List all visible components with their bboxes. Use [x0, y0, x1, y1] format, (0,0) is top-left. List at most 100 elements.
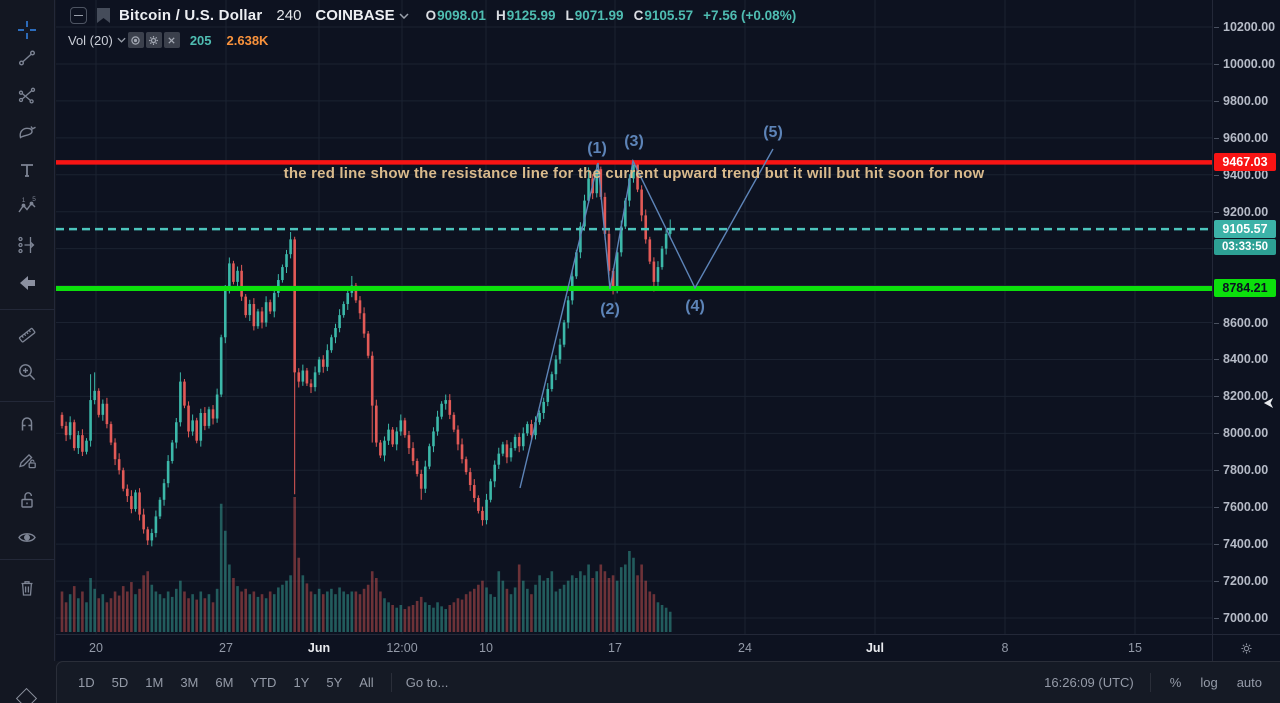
wave-label-4[interactable]: (4) — [685, 298, 705, 315]
range-button-1m[interactable]: 1M — [145, 675, 164, 690]
symbol-name[interactable]: Bitcoin / U.S. Dollar — [119, 7, 263, 24]
price-tick-label: 7400.00 — [1213, 537, 1269, 552]
range-button-5y[interactable]: 5Y — [326, 675, 343, 690]
wave-label-1[interactable]: (1) — [587, 140, 607, 157]
exchange-name[interactable]: COINBASE — [315, 7, 395, 24]
bar-countdown-label: 03:33:50 — [1214, 238, 1276, 255]
lock-drawings-icon[interactable] — [0, 483, 54, 517]
price-tick-label: 8600.00 — [1213, 315, 1269, 330]
range-button-3m[interactable]: 3M — [180, 675, 199, 690]
price-tick-label: 10000.00 — [1213, 56, 1276, 71]
goto-button[interactable]: Go to... — [405, 675, 449, 690]
drawing-mode-lock-icon[interactable] — [0, 443, 54, 477]
indicator-ma-value: 205 — [189, 32, 212, 48]
indicator-visibility-icon[interactable] — [127, 32, 144, 48]
time-tick-label[interactable]: 20 — [89, 641, 103, 655]
forecast-icon[interactable] — [0, 228, 54, 262]
magnet-icon[interactable] — [0, 406, 54, 440]
indicator-volume-value: 2.638K — [226, 32, 269, 48]
pitchfork-icon[interactable] — [0, 78, 54, 112]
price-tick-label: 9200.00 — [1213, 204, 1269, 219]
ruler-icon[interactable] — [0, 317, 54, 351]
wave-label-2[interactable]: (2) — [600, 301, 620, 318]
ohlc-readout: O 9098.01 H 9125.99 L 9071.99 C 9105.57 +7.5… — [426, 8, 797, 23]
open-value: 9098.01 — [437, 8, 486, 23]
toolbar-divider — [390, 673, 392, 692]
range-button-all[interactable]: All — [359, 675, 374, 690]
trend-line-icon[interactable] — [0, 41, 54, 75]
price-axis[interactable]: 9467.03 9105.57 03:33:50 8784.21 10200.0… — [1212, 0, 1280, 634]
time-tick-label[interactable]: 27 — [219, 641, 233, 655]
wave-label-3[interactable]: (3) — [624, 133, 644, 150]
bottom-toolbar: 1D 5D 1M 3M 6M YTD 1Y 5Y All Go to... 16:26:09 (… — [56, 661, 1280, 703]
chart-pane[interactable]: Bitcoin / U.S. Dollar 240 COINBASE O 9098… — [56, 0, 1212, 634]
time-tick-label[interactable]: 12:00 — [386, 641, 418, 655]
range-button-1d[interactable]: 1D — [78, 675, 95, 690]
mouse-cursor — [1263, 396, 1275, 410]
range-button-5d[interactable]: 5D — [111, 675, 129, 690]
brush-icon[interactable] — [0, 115, 54, 149]
auto-scale-button[interactable]: auto — [1236, 675, 1262, 690]
time-tick-label[interactable]: 8 — [1001, 641, 1009, 655]
time-tick-label[interactable]: Jun — [307, 641, 331, 655]
price-tick-label: 7600.00 — [1213, 500, 1269, 515]
price-tick-label: 9400.00 — [1213, 167, 1269, 182]
indicator-name[interactable]: Vol (20) — [68, 32, 113, 48]
time-axis[interactable]: 20 27 Jun 12:00 10 17 24 Jul 8 15 — [56, 634, 1212, 661]
back-arrow-icon[interactable] — [0, 266, 54, 300]
time-tick-label[interactable]: Jul — [865, 641, 885, 655]
current-price-label: 9105.57 — [1214, 220, 1276, 239]
range-button-ytd[interactable]: YTD — [250, 675, 277, 690]
zoom-in-icon[interactable] — [0, 355, 54, 389]
percent-scale-button[interactable]: % — [1169, 675, 1182, 690]
close-label: C — [633, 8, 644, 23]
date-range-buttons: 1D 5D 1M 3M 6M YTD 1Y 5Y All — [78, 675, 391, 690]
interval-value[interactable]: 240 — [276, 7, 302, 24]
price-tick-label: 8200.00 — [1213, 389, 1269, 404]
chevron-down-icon[interactable] — [399, 12, 409, 19]
toolbar-divider — [0, 309, 54, 310]
range-button-6m[interactable]: 6M — [215, 675, 234, 690]
chevron-down-icon[interactable] — [117, 37, 126, 43]
time-tick-label[interactable]: 24 — [738, 641, 752, 655]
indicator-settings-icon[interactable] — [145, 32, 162, 48]
log-scale-button[interactable]: log — [1200, 675, 1218, 690]
text-tool-icon[interactable] — [0, 153, 54, 187]
gear-icon[interactable] — [1239, 641, 1254, 656]
wave-label-5[interactable]: (5) — [763, 124, 783, 141]
price-tick-label: 7200.00 — [1213, 574, 1269, 589]
price-tick-label: 9800.00 — [1213, 93, 1269, 108]
time-tick-label[interactable]: 10 — [479, 641, 493, 655]
toolbar-divider — [1149, 673, 1151, 692]
hide-drawings-icon[interactable] — [0, 520, 54, 554]
candlestick-plot[interactable] — [56, 0, 1212, 634]
high-value: 9125.99 — [506, 8, 556, 23]
indicator-remove-icon[interactable] — [163, 32, 180, 48]
crosshair-icon[interactable] — [0, 13, 54, 47]
change-value: +7.56 (+0.08%) — [703, 8, 797, 23]
range-button-1y[interactable]: 1Y — [293, 675, 310, 690]
legend-collapse-button[interactable] — [70, 7, 87, 24]
svg-text:1: 1 — [22, 197, 26, 204]
low-label: L — [565, 8, 574, 23]
time-tick-label[interactable]: 17 — [608, 641, 622, 655]
resistance-price-label[interactable]: 9467.03 — [1214, 153, 1276, 172]
remove-drawings-icon[interactable] — [0, 571, 54, 605]
time-tick-label[interactable]: 15 — [1128, 641, 1142, 655]
resistance-annotation-text[interactable]: the red line show the resistance line fo… — [283, 165, 985, 182]
toolbar-footer — [0, 661, 56, 703]
axis-settings-corner[interactable] — [1212, 634, 1280, 661]
object-tree-icon[interactable] — [15, 687, 38, 703]
clock-display[interactable]: 16:26:09 (UTC) — [1044, 675, 1134, 690]
support-price-label[interactable]: 8784.21 — [1214, 279, 1276, 298]
symbol-legend: Bitcoin / U.S. Dollar 240 COINBASE O 9098… — [70, 5, 796, 26]
price-tick-label: 9600.00 — [1213, 130, 1269, 145]
flag-icon[interactable] — [96, 7, 111, 24]
price-tick-label: 7000.00 — [1213, 611, 1269, 625]
open-label: O — [425, 8, 437, 23]
high-label: H — [495, 8, 506, 23]
low-value: 9071.99 — [574, 8, 624, 23]
